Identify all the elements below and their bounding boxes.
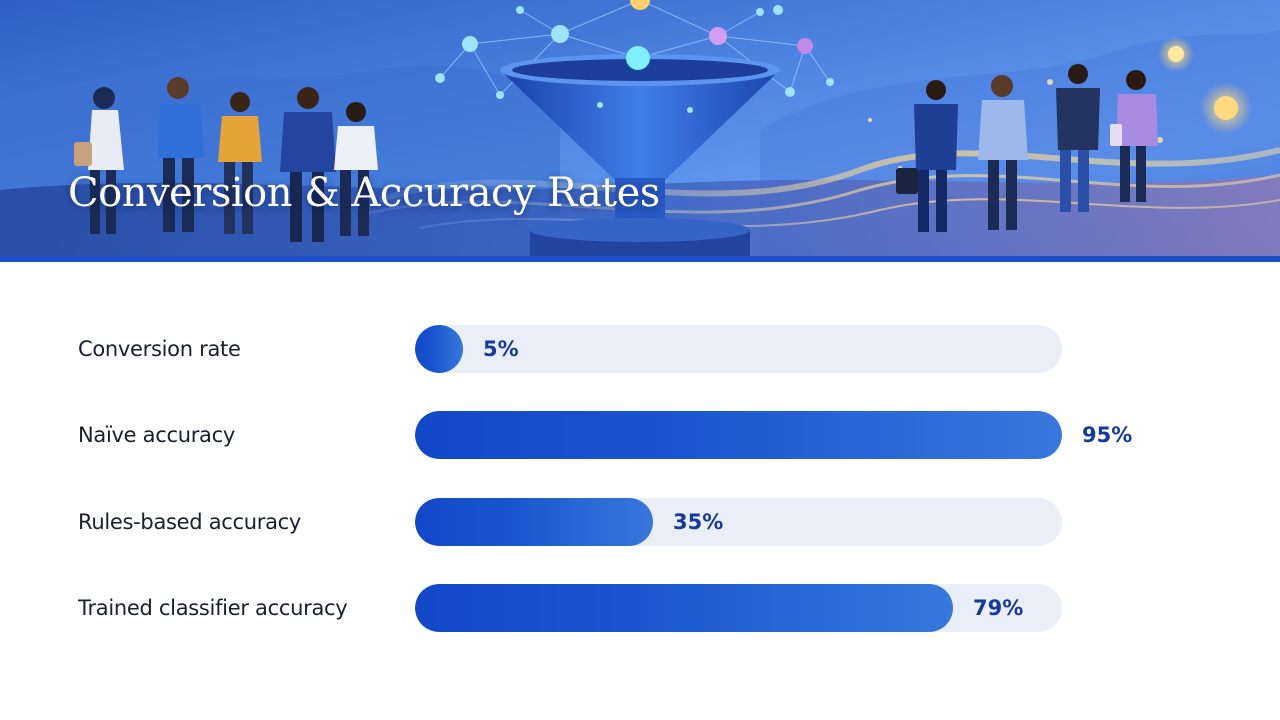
category-label: Conversion rate [78,337,241,361]
category-label: Naïve accuracy [78,423,235,447]
people-left [74,77,378,242]
bar-row: Rules-based accuracy 35% [0,498,1280,546]
bar-row: Trained classifier accuracy 79% [0,584,1280,632]
bar-chart: Conversion rate 5% Naïve accuracy 95% Ru… [0,262,1280,720]
bar [415,498,653,546]
category-label: Trained classifier accuracy [78,596,348,620]
bar-track [415,325,1062,373]
bar-track [415,411,1062,459]
bar-track [415,584,1062,632]
bar [415,584,953,632]
banner-illustration [0,0,1280,262]
value-label: 5% [483,337,519,361]
bar [415,325,463,373]
bar-row: Conversion rate 5% [0,325,1280,373]
slide-title: Conversion & Accuracy Rates [68,170,660,216]
value-label: 95% [1082,423,1133,447]
people-right [896,64,1158,232]
header-banner: Conversion & Accuracy Rates [0,0,1280,262]
bar-row: Naïve accuracy 95% [0,411,1280,459]
bar-track [415,498,1062,546]
value-label: 35% [673,510,724,534]
category-label: Rules-based accuracy [78,510,302,534]
bar [415,411,1062,459]
value-label: 79% [973,596,1024,620]
